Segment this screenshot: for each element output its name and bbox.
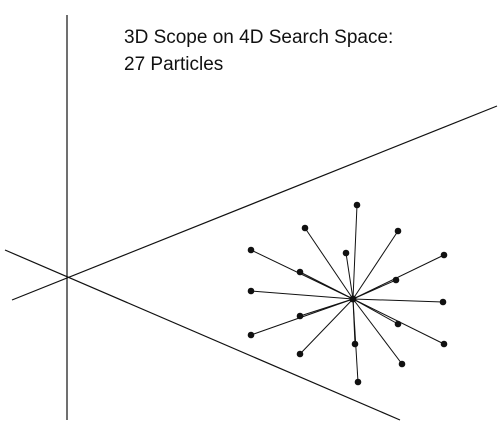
particle-point [353, 201, 361, 209]
particle-point [440, 251, 448, 259]
axis-lower-right [4, 249, 401, 421]
particle-spoke [352, 298, 403, 365]
particle-point [296, 350, 304, 358]
particle-spoke [345, 252, 354, 300]
axes-group [4, 15, 498, 421]
axis-upper-right [11, 105, 498, 301]
particle-spoke [352, 279, 397, 300]
diagram-title: 3D Scope on 4D Search Space: 27 Particle… [124, 24, 393, 78]
title-line-1: 3D Scope on 4D Search Space: [124, 27, 394, 48]
particle-spoke [250, 290, 354, 300]
particle-spoke [352, 204, 358, 300]
particle-point [342, 249, 350, 257]
particle-point [301, 224, 309, 232]
particles [247, 201, 448, 386]
particle-spoke [304, 227, 354, 300]
particle-spoke [299, 298, 354, 355]
particle-point [394, 320, 402, 328]
particle-spoke [352, 230, 399, 300]
particle-point [439, 298, 447, 306]
particle-point [351, 340, 359, 348]
particle-point [354, 378, 362, 386]
particle-point [247, 331, 255, 339]
particle-hub [349, 295, 357, 303]
particle-point [440, 340, 448, 348]
particle-point [247, 246, 255, 254]
particle-point [398, 360, 406, 368]
particle-point [296, 312, 304, 320]
particle-spoke [299, 271, 354, 300]
particle-point [247, 287, 255, 295]
particle-spoke [352, 254, 445, 300]
particle-spoke [352, 298, 359, 383]
particle-point [392, 276, 400, 284]
particle-point [394, 227, 402, 235]
title-line-2: 27 Particles [124, 54, 224, 75]
particle-spokes [250, 204, 445, 383]
particle-point [296, 268, 304, 276]
particle-spoke [352, 298, 444, 303]
